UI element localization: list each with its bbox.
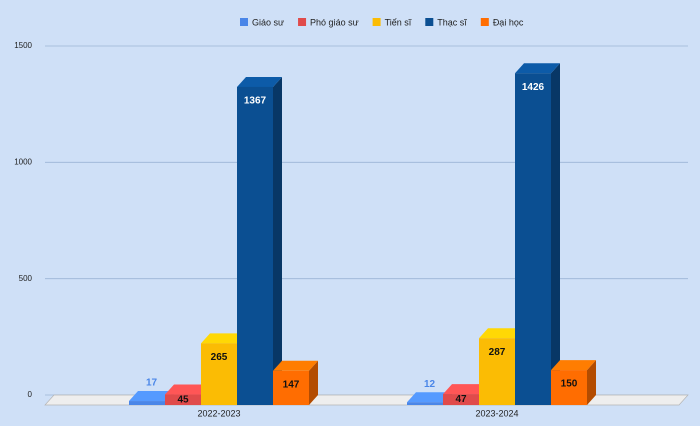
bar-side xyxy=(551,63,560,405)
bar-top xyxy=(237,76,282,87)
bar: 1367 xyxy=(237,76,282,405)
bar: 1426 xyxy=(515,63,560,405)
bar-top xyxy=(273,360,318,371)
legend-label: Giáo sư xyxy=(252,17,284,27)
value-label: 12 xyxy=(424,379,436,390)
legend-swatch xyxy=(425,18,434,26)
bar: 150 xyxy=(551,360,596,405)
value-label: 1426 xyxy=(522,82,545,93)
bar-side xyxy=(587,360,596,405)
value-label: 287 xyxy=(489,347,506,358)
value-label: 45 xyxy=(177,394,189,405)
legend-swatch xyxy=(298,18,307,26)
bar-front xyxy=(201,343,237,405)
bar-front xyxy=(479,338,515,405)
bar-front xyxy=(273,370,309,405)
bar-front xyxy=(237,86,273,405)
bar-front xyxy=(551,370,587,405)
value-label: 1367 xyxy=(244,96,267,107)
x-tick-label: 2023-2024 xyxy=(475,408,518,418)
bar-top xyxy=(201,333,246,344)
legend-swatch xyxy=(372,18,381,26)
legend-swatch xyxy=(240,18,248,26)
legend-label: Tiến sĩ xyxy=(385,17,412,27)
bar-front xyxy=(407,402,443,405)
bar-side xyxy=(309,360,318,405)
y-tick-label: 500 xyxy=(19,274,33,283)
bar-top xyxy=(443,384,488,395)
value-label: 150 xyxy=(561,379,578,390)
bar-front xyxy=(515,73,551,405)
bar-top xyxy=(515,63,560,74)
bar-front xyxy=(443,394,479,405)
y-tick-label: 0 xyxy=(28,390,33,399)
value-label: 265 xyxy=(211,352,228,363)
bar-top xyxy=(165,384,210,395)
bar-side xyxy=(273,76,282,405)
legend-label: Đại học xyxy=(493,17,524,27)
value-label: 147 xyxy=(283,379,300,390)
value-label: 17 xyxy=(146,378,158,389)
legend-label: Thạc sĩ xyxy=(437,17,467,27)
y-tick-label: 1500 xyxy=(14,41,32,50)
bar: 147 xyxy=(273,360,318,405)
bar-top xyxy=(129,391,174,402)
bar-front xyxy=(165,394,201,405)
legend: Giáo sư Phó giáo sư Tiến sĩ Thạc sĩ Đại học xyxy=(240,17,524,27)
bar-front xyxy=(129,401,165,405)
bar-top xyxy=(479,328,524,339)
legend-label: Phó giáo sư xyxy=(310,17,359,27)
value-label: 47 xyxy=(455,394,467,405)
bar-top xyxy=(407,392,452,403)
x-tick-label: 2022-2023 xyxy=(197,408,240,418)
bar-top xyxy=(551,360,596,371)
y-tick-label: 1000 xyxy=(14,157,32,166)
legend-swatch xyxy=(480,18,489,26)
